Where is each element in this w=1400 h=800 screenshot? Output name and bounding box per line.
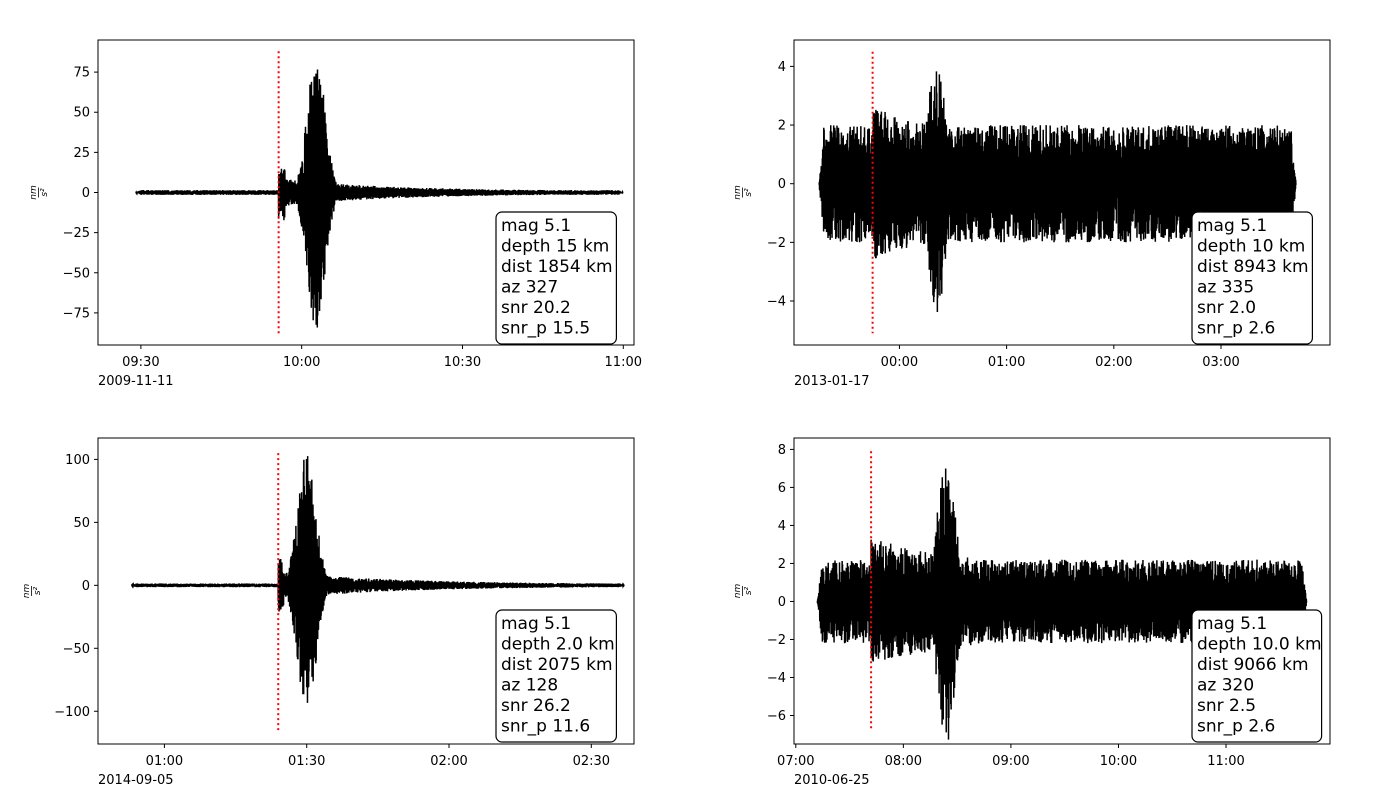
waveform-trace xyxy=(135,69,624,328)
info-box-line: dist 9066 km xyxy=(1197,655,1309,675)
info-box xyxy=(1191,609,1323,743)
x-tick-label: 00:00 xyxy=(881,355,918,370)
info-box-line: snr 26.2 xyxy=(501,696,571,716)
y-tick-label: 6 xyxy=(778,481,786,496)
y-tick-label: −2 xyxy=(767,236,786,251)
y-tick-label: 75 xyxy=(73,66,90,81)
date-label: 2013-01-17 xyxy=(794,374,870,389)
info-box-line: dist 2075 km xyxy=(501,655,613,675)
x-tick-label: 10:00 xyxy=(1100,754,1137,769)
y-tick-label: 100 xyxy=(65,453,90,468)
info-box-line: depth 2.0 km xyxy=(501,635,615,655)
y-axis-label-numerator: nm xyxy=(22,584,32,599)
y-tick-label: 2 xyxy=(778,119,786,134)
info-box xyxy=(1191,211,1314,345)
info-box-line: snr_p 2.6 xyxy=(1197,717,1275,737)
info-box-line: mag 5.1 xyxy=(1197,216,1267,236)
y-tick-label: −50 xyxy=(63,266,90,281)
info-box-line: depth 15 km xyxy=(501,237,609,257)
x-tick-label: 02:00 xyxy=(430,754,467,769)
y-tick-label: 2 xyxy=(778,557,786,572)
y-axis-label: nm s² xyxy=(22,584,43,599)
info-box-line: depth 10.0 km xyxy=(1197,635,1322,655)
x-tick-label: 01:00 xyxy=(988,355,1025,370)
info-box-line: mag 5.1 xyxy=(501,614,571,634)
y-tick-label: −2 xyxy=(767,633,786,648)
y-axis-label-denominator: s² xyxy=(744,188,754,197)
y-axis-label-denominator: s² xyxy=(33,586,43,595)
date-label: 2010-06-25 xyxy=(794,773,870,788)
y-tick-label: 50 xyxy=(73,516,90,531)
x-tick-label: 11:00 xyxy=(1207,754,1244,769)
info-box-line: az 320 xyxy=(1197,676,1254,696)
y-tick-label: 4 xyxy=(778,60,786,75)
x-tick-label: 11:00 xyxy=(605,355,642,370)
plot-frame xyxy=(793,39,1331,346)
x-tick-label: 10:30 xyxy=(444,355,481,370)
y-tick-label: 8 xyxy=(778,443,786,458)
y-axis-label-numerator: nm xyxy=(733,584,743,599)
x-tick-label: 10:00 xyxy=(283,355,320,370)
y-axis-label-numerator: nm xyxy=(733,185,743,200)
y-tick-label: −4 xyxy=(767,295,786,310)
y-tick-label: 0 xyxy=(778,177,786,192)
waveform-trace xyxy=(130,456,625,703)
info-box-line: az 335 xyxy=(1197,278,1254,298)
y-axis-label-numerator: nm xyxy=(29,185,39,200)
date-label: 2014-09-05 xyxy=(98,773,174,788)
x-tick-label: 02:30 xyxy=(573,754,610,769)
y-tick-label: −75 xyxy=(63,306,90,321)
info-box xyxy=(495,609,618,743)
y-axis-label: nm s² xyxy=(733,584,754,599)
y-axis-label: nm s² xyxy=(29,185,50,200)
info-box-line: az 128 xyxy=(501,676,558,696)
y-tick-label: −100 xyxy=(54,705,90,720)
info-box-line: dist 8943 km xyxy=(1197,257,1309,277)
x-tick-label: 07:00 xyxy=(777,754,814,769)
date-label: 2009-11-11 xyxy=(98,374,174,389)
x-tick-label: 01:30 xyxy=(288,754,325,769)
y-tick-label: −25 xyxy=(63,226,90,241)
x-tick-label: 02:00 xyxy=(1095,355,1132,370)
y-axis-label-denominator: s² xyxy=(744,586,754,595)
x-tick-label: 03:00 xyxy=(1202,355,1239,370)
info-box-line: snr_p 15.5 xyxy=(501,319,590,339)
y-tick-label: −6 xyxy=(767,709,786,724)
info-box-line: mag 5.1 xyxy=(501,216,571,236)
y-axis-label: nm s² xyxy=(733,185,754,200)
x-tick-label: 08:00 xyxy=(885,754,922,769)
y-tick-label: 50 xyxy=(73,106,90,121)
info-box-line: depth 10 km xyxy=(1197,237,1305,257)
x-tick-label: 01:00 xyxy=(146,754,183,769)
info-box-line: snr 2.5 xyxy=(1197,696,1256,716)
plot-frame xyxy=(97,437,635,745)
y-tick-label: 0 xyxy=(778,595,786,610)
seismogram-panel-4: −6 −4 −2 0 2 4 6 8 07:00 08:00 09:00 10:00 11:00 2010… xyxy=(733,437,1331,788)
x-tick-label: 09:30 xyxy=(122,355,159,370)
info-box-line: snr 20.2 xyxy=(501,298,571,318)
info-box-line: snr_p 2.6 xyxy=(1197,319,1275,339)
info-box xyxy=(495,211,618,345)
seismogram-panel-1: −75 −50 −25 0 25 50 75 09:30 10:00 10:30 11:00 2009… xyxy=(29,39,642,389)
y-tick-label: 25 xyxy=(73,146,90,161)
info-box-line: snr 2.0 xyxy=(1197,298,1256,318)
y-tick-label: 0 xyxy=(82,186,90,201)
info-box-line: dist 1854 km xyxy=(501,257,613,277)
plot-frame xyxy=(793,437,1331,745)
seismogram-panel-3: −100 −50 0 50 100 01:00 01:30 02:00 02:30 2014-09… xyxy=(22,437,635,788)
y-tick-label: 0 xyxy=(82,579,90,594)
y-tick-label: 4 xyxy=(778,519,786,534)
y-tick-label: −50 xyxy=(63,642,90,657)
y-tick-label: −4 xyxy=(767,671,786,686)
waveform-trace xyxy=(818,71,1297,312)
info-box-line: mag 5.1 xyxy=(1197,614,1267,634)
x-tick-label: 09:00 xyxy=(992,754,1029,769)
y-axis-label-denominator: s² xyxy=(40,188,50,197)
info-box-line: az 327 xyxy=(501,278,558,298)
info-box-line: snr_p 11.6 xyxy=(501,717,590,737)
